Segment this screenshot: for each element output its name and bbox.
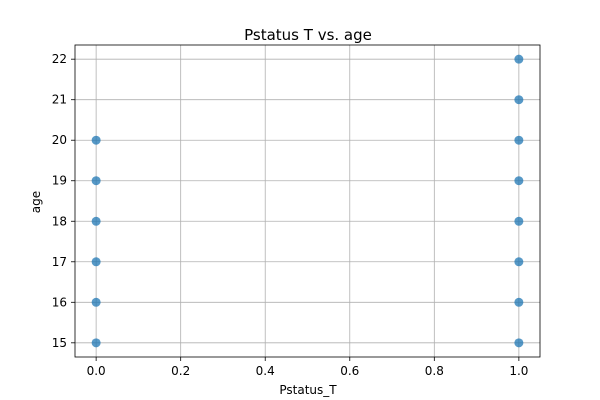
ticks-layer: 0.0 0.2 0.4 0.6 0.8 1.0 15 16 17 18 19 20 21 22 xyxy=(52,52,529,378)
y-tick-label: 16 xyxy=(52,295,67,309)
y-tick-label: 18 xyxy=(52,214,67,228)
x-tick-label: 0.8 xyxy=(425,364,444,378)
scatter-point xyxy=(91,216,101,226)
y-tick-label: 19 xyxy=(52,174,67,188)
scatter-point xyxy=(91,135,101,145)
y-tick-label: 22 xyxy=(52,52,67,66)
scatter-point xyxy=(514,54,524,64)
scatter-point xyxy=(514,257,524,267)
x-tick-label: 0.4 xyxy=(256,364,275,378)
scatter-point xyxy=(514,338,524,348)
y-axis-label: age xyxy=(29,191,43,213)
scatter-point xyxy=(91,257,101,267)
plot-frame xyxy=(74,44,541,358)
scatter-point xyxy=(514,176,524,186)
scatter-point xyxy=(514,216,524,226)
points-layer xyxy=(91,54,524,348)
scatter-point xyxy=(91,338,101,348)
y-tick-label: 20 xyxy=(52,133,67,147)
scatter-point xyxy=(514,95,524,105)
scatter-point xyxy=(91,176,101,186)
scatter-point xyxy=(514,297,524,307)
x-axis-label: Pstatus_T xyxy=(279,383,337,397)
scatter-point xyxy=(91,297,101,307)
scatter-point xyxy=(514,135,524,145)
x-tick-label: 0.6 xyxy=(340,364,359,378)
chart-title: Pstatus T vs. age xyxy=(244,26,372,44)
y-tick-label: 15 xyxy=(52,336,67,350)
y-tick-label: 21 xyxy=(52,93,67,107)
x-tick-label: 1.0 xyxy=(509,364,528,378)
y-tick-label: 17 xyxy=(52,255,67,269)
x-tick-label: 0.0 xyxy=(87,364,106,378)
x-tick-label: 0.2 xyxy=(171,364,190,378)
